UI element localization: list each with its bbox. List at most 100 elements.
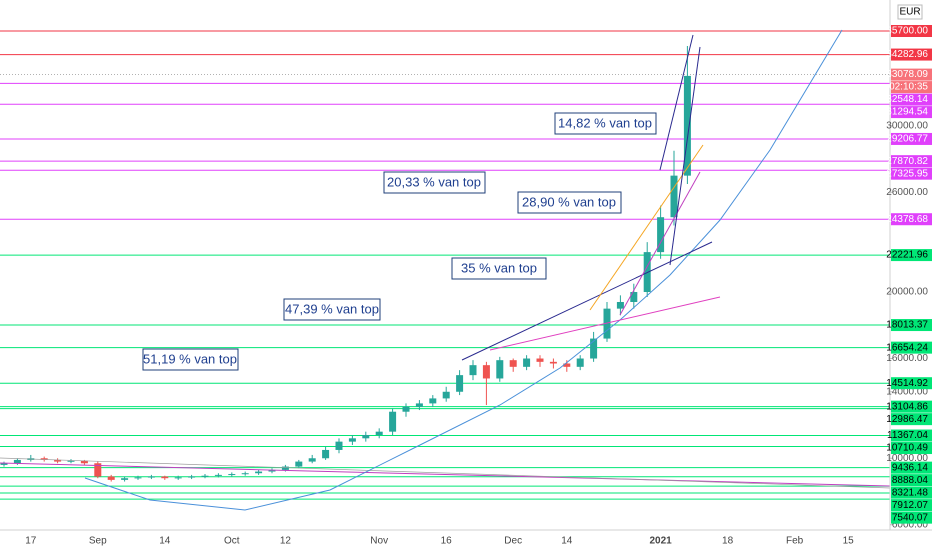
level-label: 11367.04 [887,430,928,441]
x-tick-label: Sep [89,536,107,547]
level-label-box [891,511,932,524]
x-tick-label: Dec [504,536,522,547]
candle-body [241,473,249,475]
level-label: 8321.48 [892,487,929,498]
level-label-box [891,461,932,474]
candle-body [54,459,62,462]
level-label: 12986.47 [886,414,928,425]
annotation-text: 20,33 % van top [387,174,481,189]
candle-body [188,476,196,478]
candle-body [549,361,557,364]
candle-body [442,391,450,399]
level-label: 8888.04 [892,475,929,486]
level-label: 13104.86 [886,401,928,412]
level-label: 22221.96 [886,250,928,261]
y-tick-label: 10000.00 [886,453,928,464]
level-label-box [891,48,932,61]
level-label-box [891,486,932,499]
x-tick-label: Nov [370,536,388,547]
candle-body [335,441,343,450]
candle-body [281,466,289,470]
annotation: 47,39 % van top [283,298,381,321]
candle-body [295,461,303,467]
level-label: 29206.77 [886,134,928,145]
annotation: 51,19 % van top [142,348,239,371]
level-label: 10710.49 [886,443,928,454]
candle-body [523,358,531,367]
level-label: 24378.68 [886,214,928,225]
x-tick-label: Feb [786,536,804,547]
candle-body [616,301,624,309]
x-tick-label: 12 [280,536,292,547]
drawings [0,29,891,511]
annotation-text: 51,19 % van top [143,351,237,366]
candle-body [214,474,222,476]
candle-body [590,338,598,359]
candle-body [134,477,142,479]
candle-body [482,365,490,379]
level-label-box [891,474,932,487]
level-label-box [891,442,932,455]
candle-body [40,458,48,460]
trend-line [589,144,704,311]
level-label: 31294.54 [886,107,928,118]
candle-body [429,398,437,404]
candle-body [107,476,115,480]
level-label: 33078.09 [886,69,928,80]
level-label: 27870.82 [886,156,928,167]
level-label: 7912.07 [892,500,929,511]
level-label: 14514.92 [886,378,928,389]
candle-body [322,449,330,459]
level-label-box [891,155,932,168]
x-tick-label: 15 [843,536,855,547]
candle-body [670,175,678,218]
candle-body [348,438,356,442]
y-tick-label: 16000.00 [886,353,928,364]
x-tick-label: 18 [722,536,734,547]
level-lines [0,30,890,500]
level-label: 16654.24 [886,342,928,353]
level-label: 18013.37 [886,320,928,331]
trend-line [0,462,891,487]
annotation-text: 28,90 % van top [522,194,616,209]
candle-body [362,434,370,439]
candle-body [80,460,88,464]
y-tick-label: 30000.00 [886,120,928,131]
y-tick-label: 26000.00 [886,187,928,198]
candle-body [13,459,21,464]
candle-body [0,463,8,465]
candle-body [147,476,155,478]
level-label-box [891,377,932,390]
annotation: 28,90 % van top [517,191,622,214]
candle-body [228,474,236,476]
annotation: 35 % van top [451,257,547,280]
level-label-box [891,68,932,81]
level-label: 7540.07 [892,512,929,523]
y-tick-label: 6000.00 [892,519,929,530]
level-label: 34282.96 [886,49,928,60]
candle-body [469,365,477,376]
x-tick-label: 16 [441,536,453,547]
level-label-box [891,319,932,332]
candle-body [576,358,584,367]
candle-body [509,360,517,367]
x-tick-label: 2021 [649,536,672,547]
candle-body [201,475,209,477]
candle-body [308,458,316,462]
candle-body [456,375,464,392]
candle-body [657,217,665,253]
level-label-box [891,400,932,413]
level-label-box [891,106,932,119]
level-label-box [891,93,932,106]
candle-body [496,360,504,379]
candle-body [402,406,410,412]
level-label-box [891,213,932,226]
x-tick-label: 17 [25,536,37,547]
level-label-box [891,167,932,180]
x-tick-label: 14 [561,536,573,547]
candle-body [174,477,182,479]
level-label: 35700.00 [886,26,928,37]
candle-body [630,292,638,302]
candle-body [268,469,276,472]
